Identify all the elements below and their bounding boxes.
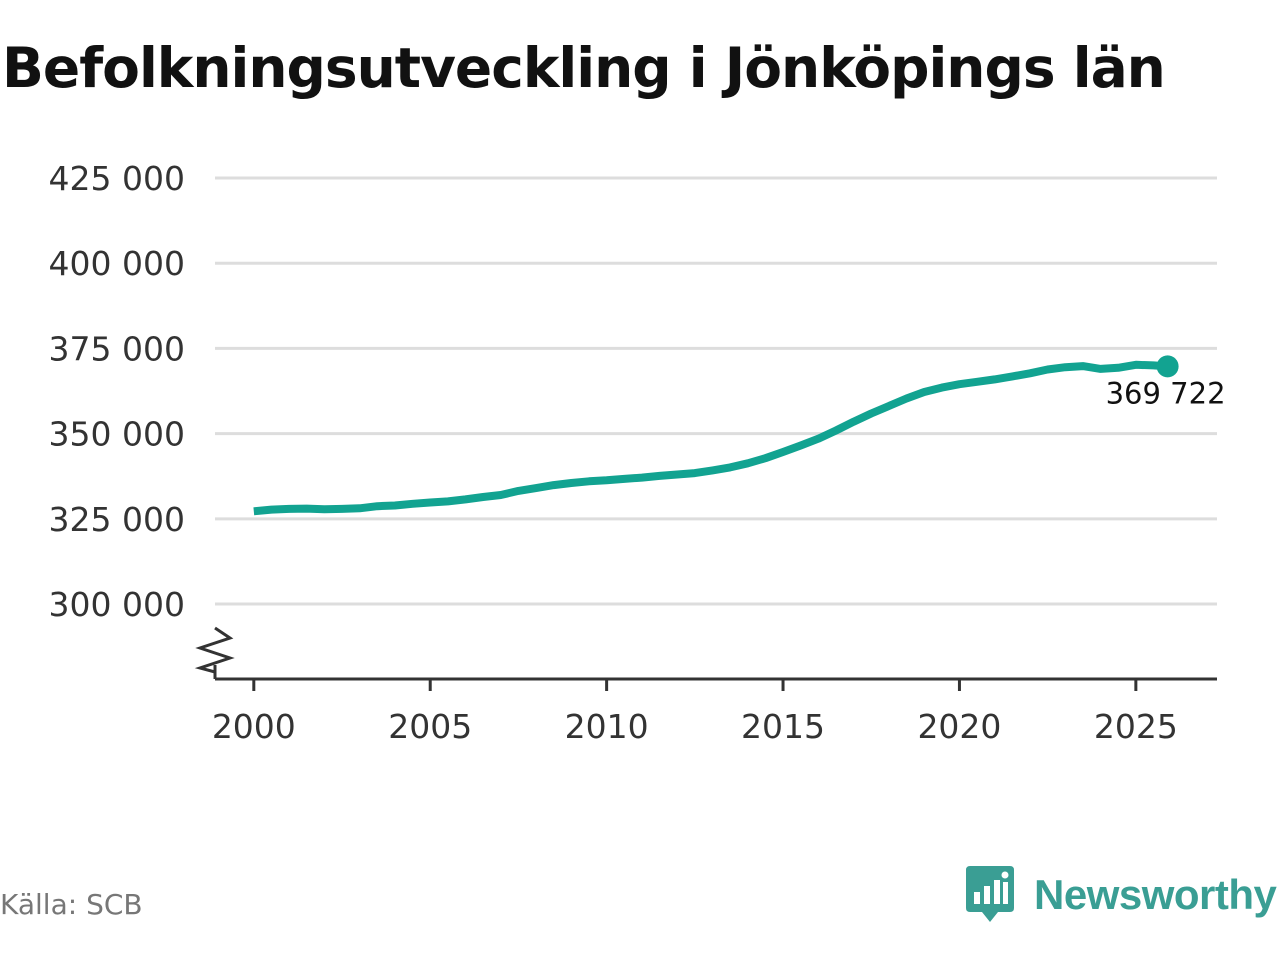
data-labels: 369 722 [1106, 376, 1226, 410]
x-tick-label: 2005 [388, 707, 472, 746]
brand-name: Newsworthy [1034, 871, 1277, 918]
y-tick-label: 325 000 [49, 500, 185, 539]
y-tick-label: 350 000 [49, 415, 185, 454]
brand-logo[interactable]: Newsworthy [964, 864, 1277, 926]
end-point-marker [1156, 355, 1179, 378]
x-tick-label: 2010 [565, 707, 649, 746]
axes [194, 626, 1217, 691]
x-tick-label: 2025 [1094, 707, 1178, 746]
series [253, 355, 1179, 516]
axis-break-icon [194, 626, 235, 674]
y-tick-label: 300 000 [49, 585, 185, 624]
y-tick-label: 425 000 [49, 159, 185, 198]
y-tick-label: 375 000 [49, 329, 185, 368]
y-tick-label: 400 000 [49, 244, 185, 283]
population-line [253, 360, 1168, 516]
x-tick-label: 2000 [212, 707, 296, 746]
x-tick-label: 2015 [741, 707, 825, 746]
tick-labels: 300 000 325 000 350 000 375 000 400 000 425 0… [49, 159, 1178, 746]
source-note: Källa: SCB [0, 888, 143, 921]
end-value-label: 369 722 [1106, 376, 1226, 410]
newsworthy-logo-icon [966, 866, 1014, 922]
gridlines [215, 176, 1217, 606]
x-tick-label: 2020 [917, 707, 1001, 746]
chart-title: Befolkningsutveckling i Jönköpings län [2, 36, 1166, 100]
